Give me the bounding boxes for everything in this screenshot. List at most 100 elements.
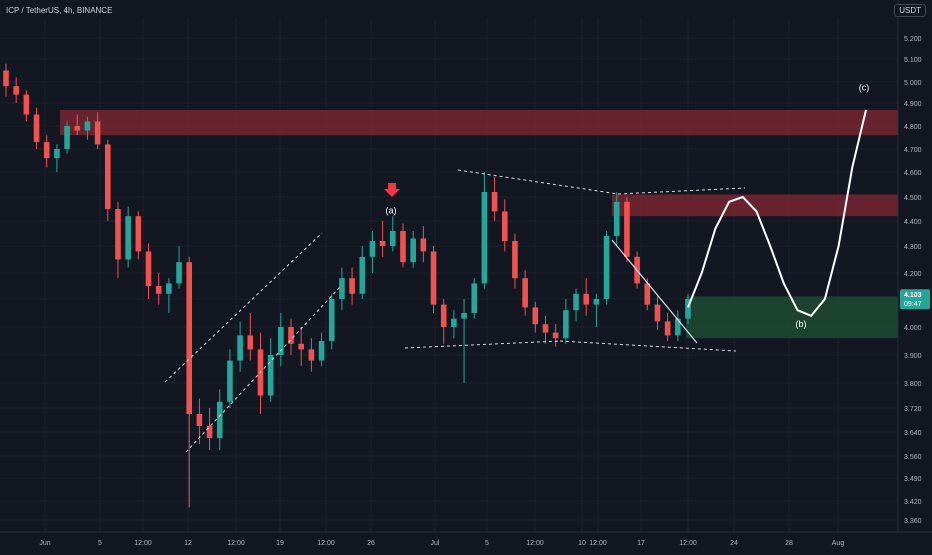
x-tick-label: 12:00 [134,540,152,547]
y-tick-label: 4.800 [904,124,922,131]
candle-body [379,241,386,246]
candle-body [369,241,376,257]
candle-body [3,70,9,87]
x-tick-label: 12:00 [526,540,544,547]
candle-body [583,293,590,305]
resistance-zone [612,194,898,217]
candle-body [471,283,478,313]
candle-body [54,149,60,159]
y-tick-label: 5.100 [904,57,922,64]
candle-body [644,283,651,305]
candle-body [400,231,406,263]
candle-body [23,94,30,115]
wave-label: (c) [859,83,870,93]
candle-body [318,341,325,361]
x-tick-label: 12:00 [227,540,245,547]
x-tick-label: 12:00 [679,540,697,547]
wave-label: (b) [796,319,807,329]
candle-body [247,335,254,350]
candle-body [430,251,437,305]
y-tick-label: 3.360 [904,518,922,525]
candle-body [624,201,630,257]
current-price-value: 4.103 [904,292,922,299]
y-tick-label: 4.600 [904,170,922,177]
candle-body [186,262,193,414]
y-tick-label: 3.420 [904,499,922,506]
x-tick-label: 12:00 [317,540,335,547]
x-tick-label: 10 [578,540,586,547]
currency-badge[interactable]: USDT [894,4,926,17]
candle-body [328,299,335,341]
candle-body [115,209,121,260]
current-price-tag [900,289,930,310]
y-tick-label: 4.000 [904,325,922,332]
y-tick-label: 4.300 [904,244,922,251]
y-tick-label: 3.900 [904,353,922,360]
candle-body [451,318,457,327]
candle-body [43,142,50,159]
projected-wave-path [687,109,867,317]
candle-body [125,216,131,260]
symbol-label: ICP / TetherUS, 4h, BINANCE [6,6,113,15]
candle-body [552,332,559,339]
resistance-zone [60,109,898,136]
x-tick-label: 26 [367,540,375,547]
down-arrow-marker [384,183,400,197]
candle-body [278,327,284,355]
candle-body [64,126,70,149]
x-tick-label: Jun [39,540,50,547]
candle-body [104,144,111,209]
candle-body [216,401,223,438]
channel-upper-trendline [164,232,323,383]
y-tick-label: 3.490 [904,476,922,483]
candle-body [603,236,610,299]
x-tick-label: 28 [785,540,793,547]
triangle-lower-trendline [404,340,561,349]
y-tick-label: 5.000 [904,80,922,87]
candle-body [613,201,620,236]
candle-body [298,343,304,350]
time-axis [0,532,932,550]
candle-body [512,241,518,279]
channel-lower-trendline [185,286,341,453]
candle-body [420,238,427,252]
bar-countdown: 09:47 [904,301,922,308]
y-tick-label: 3.560 [904,454,922,461]
candle-body [573,293,579,311]
y-tick-label: 4.200 [904,271,922,278]
candle-body [74,126,81,131]
candle-body [94,121,101,145]
candle-body [685,299,691,319]
candle-body [501,211,508,241]
y-tick-label: 4.400 [904,219,922,226]
candle-body [532,307,539,325]
candle-body [522,278,528,308]
candle-body [542,324,549,333]
candle-body [196,414,203,426]
candle-body [563,310,569,339]
price-axis [898,0,932,550]
candle-body [135,216,142,252]
triangle-upper-trendline [457,169,619,195]
x-tick-label: Jul [431,540,440,547]
candle-body [440,304,447,327]
x-tick-label: 5 [98,540,102,547]
x-tick-label: 12:00 [589,540,607,547]
candle-body [481,192,488,284]
candle-body [654,304,661,322]
x-tick-label: 24 [730,540,738,547]
wave-label: (a) [386,205,397,215]
candle-body [33,114,40,143]
x-tick-label: 5 [485,540,489,547]
candle-body [339,278,345,299]
candle-body [227,360,233,402]
candle-body [675,318,681,336]
candle-body [155,286,162,294]
y-tick-label: 3.800 [904,381,922,388]
y-tick-label: 3.640 [904,430,922,437]
candle-body [308,349,315,361]
candle-body [410,238,416,263]
